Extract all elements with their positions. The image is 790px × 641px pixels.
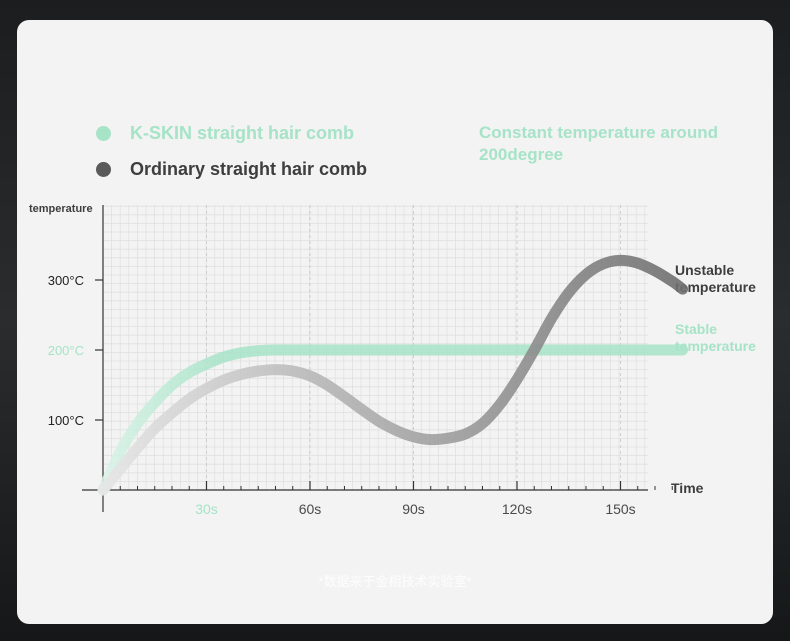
- stable-temperature-label: Stable temperature: [675, 321, 756, 354]
- x-tick-label: 150s: [605, 501, 635, 517]
- y-tick-label: 200°C: [48, 343, 84, 358]
- y-tick-label: 100°C: [48, 413, 84, 428]
- x-axis-label: Time: [671, 480, 704, 496]
- legend-dot-kskin: [96, 126, 111, 141]
- series-line-kskin: [97, 344, 689, 496]
- y-axis-label: temperature: [29, 203, 93, 215]
- chart-axes: 30s 60s 90s 120s 150s 100°C 200°C 300°C: [48, 205, 673, 517]
- x-tick-label: 60s: [299, 501, 322, 517]
- legend-item-ordinary: Ordinary straight hair comb: [96, 159, 367, 180]
- x-tick-label: 30s: [195, 501, 218, 517]
- legend-label-ordinary: Ordinary straight hair comb: [130, 159, 368, 179]
- legend-label-kskin: K-SKIN straight hair comb: [130, 123, 355, 143]
- footnote: *数据来于金相技术实验室*: [318, 574, 472, 589]
- x-tick-label: 120s: [502, 501, 532, 517]
- series-line-ordinary: [97, 254, 689, 496]
- legend-dot-ordinary: [96, 162, 111, 177]
- chart-series: [97, 254, 689, 496]
- legend-item-kskin: K-SKIN straight hair comb: [96, 123, 354, 144]
- unstable-temperature-label: Unstable temperature: [675, 262, 756, 295]
- constant-temperature-note: Constant temperature around 200degree: [479, 123, 718, 164]
- y-tick-label: 300°C: [48, 273, 84, 288]
- x-tick-label: 90s: [402, 501, 425, 517]
